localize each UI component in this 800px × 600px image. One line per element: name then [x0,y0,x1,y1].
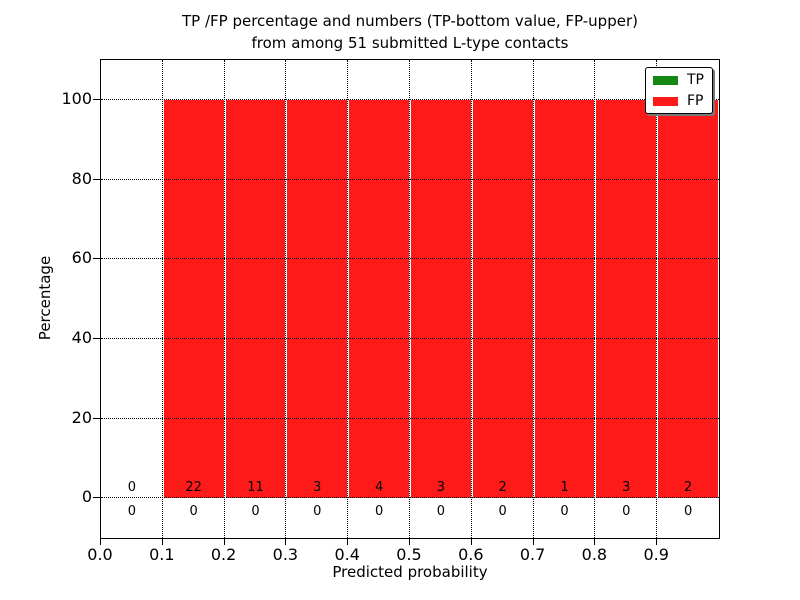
x-tick-mark-0.4 [347,539,349,545]
gridline-h-80 [101,178,719,180]
count-fp-bin-0.6: 2 [498,480,507,496]
legend: TP FP [645,67,713,114]
y-tick-label-40: 40 [71,327,92,347]
y-tick-label-0: 0 [81,487,92,507]
count-fp-bin-0.3: 3 [313,480,322,496]
gridline-v-0.4 [347,60,349,538]
count-tp-bin-0.2: 0 [251,504,260,520]
x-tick-mark-0.2 [223,539,225,545]
legend-label-fp: FP [687,93,704,109]
bar-fp-bin-0.5 [411,99,471,499]
count-fp-bin-0.5: 3 [436,480,446,496]
legend-entry-tp: TP [653,72,704,88]
count-tp-bin-0.3: 0 [313,504,322,520]
plot-area: 0 0 0 0 0 0 0 0 0 0 0 22 11 3 4 3 2 1 3 2 [100,59,720,539]
y-tick-label-100: 100 [61,88,92,108]
count-tp-bin-0.5: 0 [436,504,446,520]
chart-title-line-2: from among 51 submitted L-type contacts [251,34,569,52]
x-tick-mark-0.3 [285,539,287,545]
x-tick-label-0.9: 0.9 [643,545,669,564]
bar-fp-bin-0.7 [534,99,595,499]
y-tick-mark-0 [93,497,100,499]
bar-fp-bin-0.8 [596,99,657,499]
count-tp-bin-0.8: 0 [622,504,631,520]
gridline-v-0.2 [223,60,225,538]
chart-title-line-1: TP /FP percentage and numbers (TP-bottom… [182,12,638,30]
x-tick-mark-0.8 [594,539,596,545]
gridline-h-40 [101,337,719,339]
gridline-h-60 [101,258,719,260]
y-tick-mark-60 [93,258,100,260]
count-fp-bin-0.8: 3 [622,480,631,496]
y-tick-label-80: 80 [71,168,92,188]
x-tick-label-0.5: 0.5 [396,545,422,564]
x-tick-label-0.1: 0.1 [149,545,175,564]
count-fp-bin-0.9: 2 [683,480,693,496]
count-fp-bin-0.7: 1 [560,480,569,496]
y-tick-mark-80 [93,178,100,180]
x-tick-label-0.0: 0.0 [87,545,113,564]
bar-fp-bin-0.9 [658,99,718,499]
count-tp-bin-0.9: 0 [683,504,693,520]
count-tp-bin-0.6: 0 [498,504,507,520]
x-tick-mark-0.9 [656,539,658,545]
y-tick-label-20: 20 [71,407,92,427]
x-axis-label: Predicted probability [332,563,488,581]
x-tick-label-0.2: 0.2 [210,545,237,564]
x-tick-label-0.8: 0.8 [581,545,608,564]
count-tp-bin-0.0: 0 [127,504,137,520]
gridline-h-100 [101,98,719,100]
bar-fp-bin-0.4 [349,99,409,499]
count-tp-bin-0.1: 0 [189,504,198,520]
x-tick-label-0.6: 0.6 [458,545,484,564]
legend-entry-fp: FP [653,93,704,109]
bar-fp-bin-0.2 [225,99,286,499]
y-tick-mark-40 [93,337,100,339]
x-tick-label-0.3: 0.3 [272,545,299,564]
gridline-h-20 [101,417,719,419]
count-fp-bin-0.4: 4 [374,480,384,496]
count-tp-bin-0.7: 0 [560,504,569,520]
gridline-h-0 [101,497,719,499]
count-fp-bin-0.0: 0 [127,480,137,496]
chart-title: TP /FP percentage and numbers (TP-bottom… [100,10,720,54]
x-tick-mark-0.7 [532,539,534,545]
x-tick-mark-0.6 [470,539,472,545]
x-tick-mark-0.5 [409,539,410,545]
gridline-v-0.8 [594,60,596,538]
count-tp-bin-0.4: 0 [374,504,384,520]
count-fp-bin-0.2: 11 [247,480,264,496]
legend-swatch-tp [653,75,678,85]
gridline-v-0.6 [470,60,472,538]
gridline-v-0.1 [161,60,163,538]
x-tick-label-0.4: 0.4 [334,545,360,564]
bar-fp-bin-0.1 [163,99,224,499]
bar-fp-bin-0.3 [287,99,348,499]
gridline-v-0.5 [409,60,410,538]
count-fp-bin-0.1: 22 [185,480,202,496]
gridline-v-0.7 [532,60,534,538]
y-tick-mark-100 [93,98,100,100]
x-tick-mark-0.0 [100,539,101,545]
bar-fp-bin-0.6 [472,99,533,499]
gridline-v-0.9 [656,60,658,538]
gridline-v-0.3 [285,60,287,538]
legend-label-tp: TP [687,72,704,88]
y-tick-mark-20 [93,417,100,419]
legend-swatch-fp [653,96,678,106]
x-tick-mark-0.1 [161,539,163,545]
x-tick-label-0.7: 0.7 [519,545,546,564]
y-tick-label-60: 60 [71,248,92,268]
